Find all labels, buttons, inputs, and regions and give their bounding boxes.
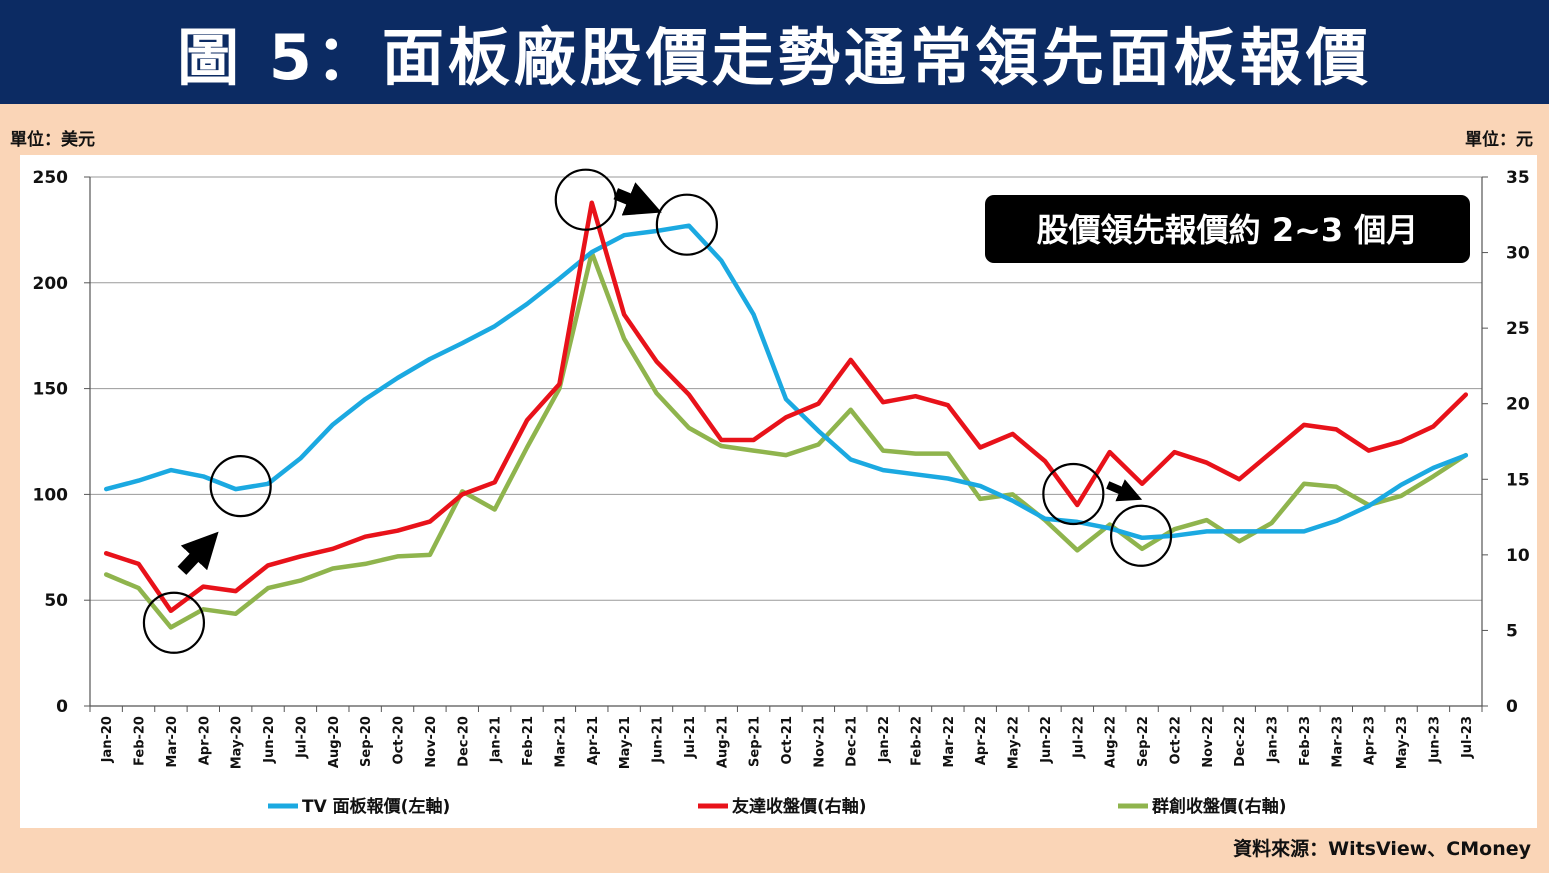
legend-label: 友達收盤價(右軸) [732,796,867,817]
right-axis-tick-label: 15 [1506,470,1530,490]
x-axis-tick-label: May-20 [230,716,245,769]
x-axis-tick-label: Mar-20 [165,716,180,768]
left-axis-tick-label: 50 [44,591,68,611]
x-axis-tick-label: Nov-22 [1201,716,1216,768]
x-axis-tick-label: Dec-21 [845,716,860,767]
x-axis-tick-label: Sep-20 [359,716,374,767]
chart-area: 股價領先報價約 2~3 個月 0 50 100 150 200 250 0 5 10 15 20 25… [20,155,1537,828]
line-chart: 股價領先報價約 2~3 個月 0 50 100 150 200 250 0 5 10 15 20 25… [33,168,1530,817]
data-source: 資料來源：WitsView、CMoney [1233,838,1531,860]
right-axis-tick-label: 35 [1506,168,1530,188]
x-axis-tick-label: Nov-20 [424,716,439,768]
x-axis-tick-label: Jan-22 [877,716,892,763]
x-axis-tick-label: Feb-21 [521,716,536,766]
x-axis-tick-label: May-21 [618,716,633,769]
x-axis-tick-label: May-22 [1007,716,1022,769]
x-axis-tick-label: Sep-21 [748,716,763,767]
x-axis-tick-label: Sep-22 [1136,716,1151,767]
x-axis-tick-label: May-23 [1395,716,1410,769]
x-axis-tick-label: Jan-21 [489,716,504,763]
left-axis-tick-label: 200 [33,274,69,294]
x-axis-tick-label: Jan-20 [100,716,115,763]
x-axis-tick-label: Jun-22 [1039,716,1054,764]
x-axis-tick-label: Apr-20 [197,716,212,765]
left-axis-tick-label: 150 [33,380,69,400]
x-axis-tick-label: Aug-20 [327,716,342,768]
x-axis-tick-label: Feb-23 [1298,716,1313,766]
x-axis-tick-label: Jul-21 [683,716,698,759]
x-axis-tick-label: Apr-22 [974,716,989,765]
x-axis-tick-label: Dec-22 [1233,716,1248,767]
x-axis-tick-label: Jan-23 [1266,716,1281,763]
x-axis-tick-label: Apr-23 [1363,716,1378,765]
left-axis-tick-label: 250 [33,168,69,188]
right-axis-tick-label: 20 [1506,395,1530,415]
arrow-icon [177,531,219,575]
x-axis-tick-label: Feb-22 [909,716,924,766]
x-axis-tick-label: Apr-21 [586,716,601,765]
right-axis-tick-label: 25 [1506,319,1530,339]
x-axis-tick-label: Aug-21 [715,716,730,768]
highlight-circle [142,591,206,654]
x-axis-tick-label: Jul-20 [294,716,309,759]
right-axis-unit: 單位：元 [1465,130,1533,150]
x-axis-tick-label: Jul-22 [1071,716,1086,759]
highlight-circle [1042,462,1105,526]
x-axis-tick-label: Feb-20 [133,716,148,766]
series-line [103,250,1469,630]
x-axis-tick-label: Nov-21 [812,716,827,768]
annotation-box [985,195,1470,263]
left-axis-tick-label: 100 [33,485,69,505]
left-axis-unit: 單位：美元 [10,130,95,150]
series-line [103,200,1469,614]
x-axis-tick-label: Dec-20 [456,716,471,767]
page-title: 圖 5：面板廠股價走勢通常領先面板報價 [177,21,1372,94]
series-line [103,223,1469,541]
x-axis-tick-label: Mar-23 [1330,716,1345,768]
x-axis-tick-label: Jun-20 [262,716,277,764]
x-axis-tick-label: Jun-21 [651,716,666,764]
x-axis-tick-label: Jun-23 [1427,716,1442,764]
arrow-icon [1106,479,1143,502]
x-axis-tick-label: Oct-21 [780,716,795,764]
x-axis-tick-label: Mar-21 [553,716,568,768]
right-axis-tick-label: 30 [1506,244,1530,264]
highlight-circle [655,193,718,256]
right-axis-tick-label: 10 [1506,546,1530,566]
highlight-circle [209,455,272,518]
right-axis-tick-label: 5 [1506,621,1518,641]
title-bar: 圖 5：面板廠股價走勢通常領先面板報價 [0,0,1549,104]
right-axis-tick-label: 0 [1506,697,1518,717]
legend-label: 群創收盤價(右軸) [1152,796,1287,817]
highlight-circle [1109,504,1173,567]
x-axis-tick-label: Mar-22 [942,716,957,768]
x-axis-tick-label: Aug-22 [1104,716,1119,768]
highlight-circle [554,168,617,231]
x-axis-tick-label: Jul-23 [1460,716,1475,759]
x-axis-tick-label: Oct-22 [1168,716,1183,764]
arrow-icon [613,182,662,216]
legend-label: TV 面板報價(左軸) [302,796,450,817]
left-axis-tick-label: 0 [56,697,68,717]
x-axis-tick-label: Oct-20 [392,716,407,764]
annotation-text: 股價領先報價約 2~3 個月 [1037,211,1419,249]
